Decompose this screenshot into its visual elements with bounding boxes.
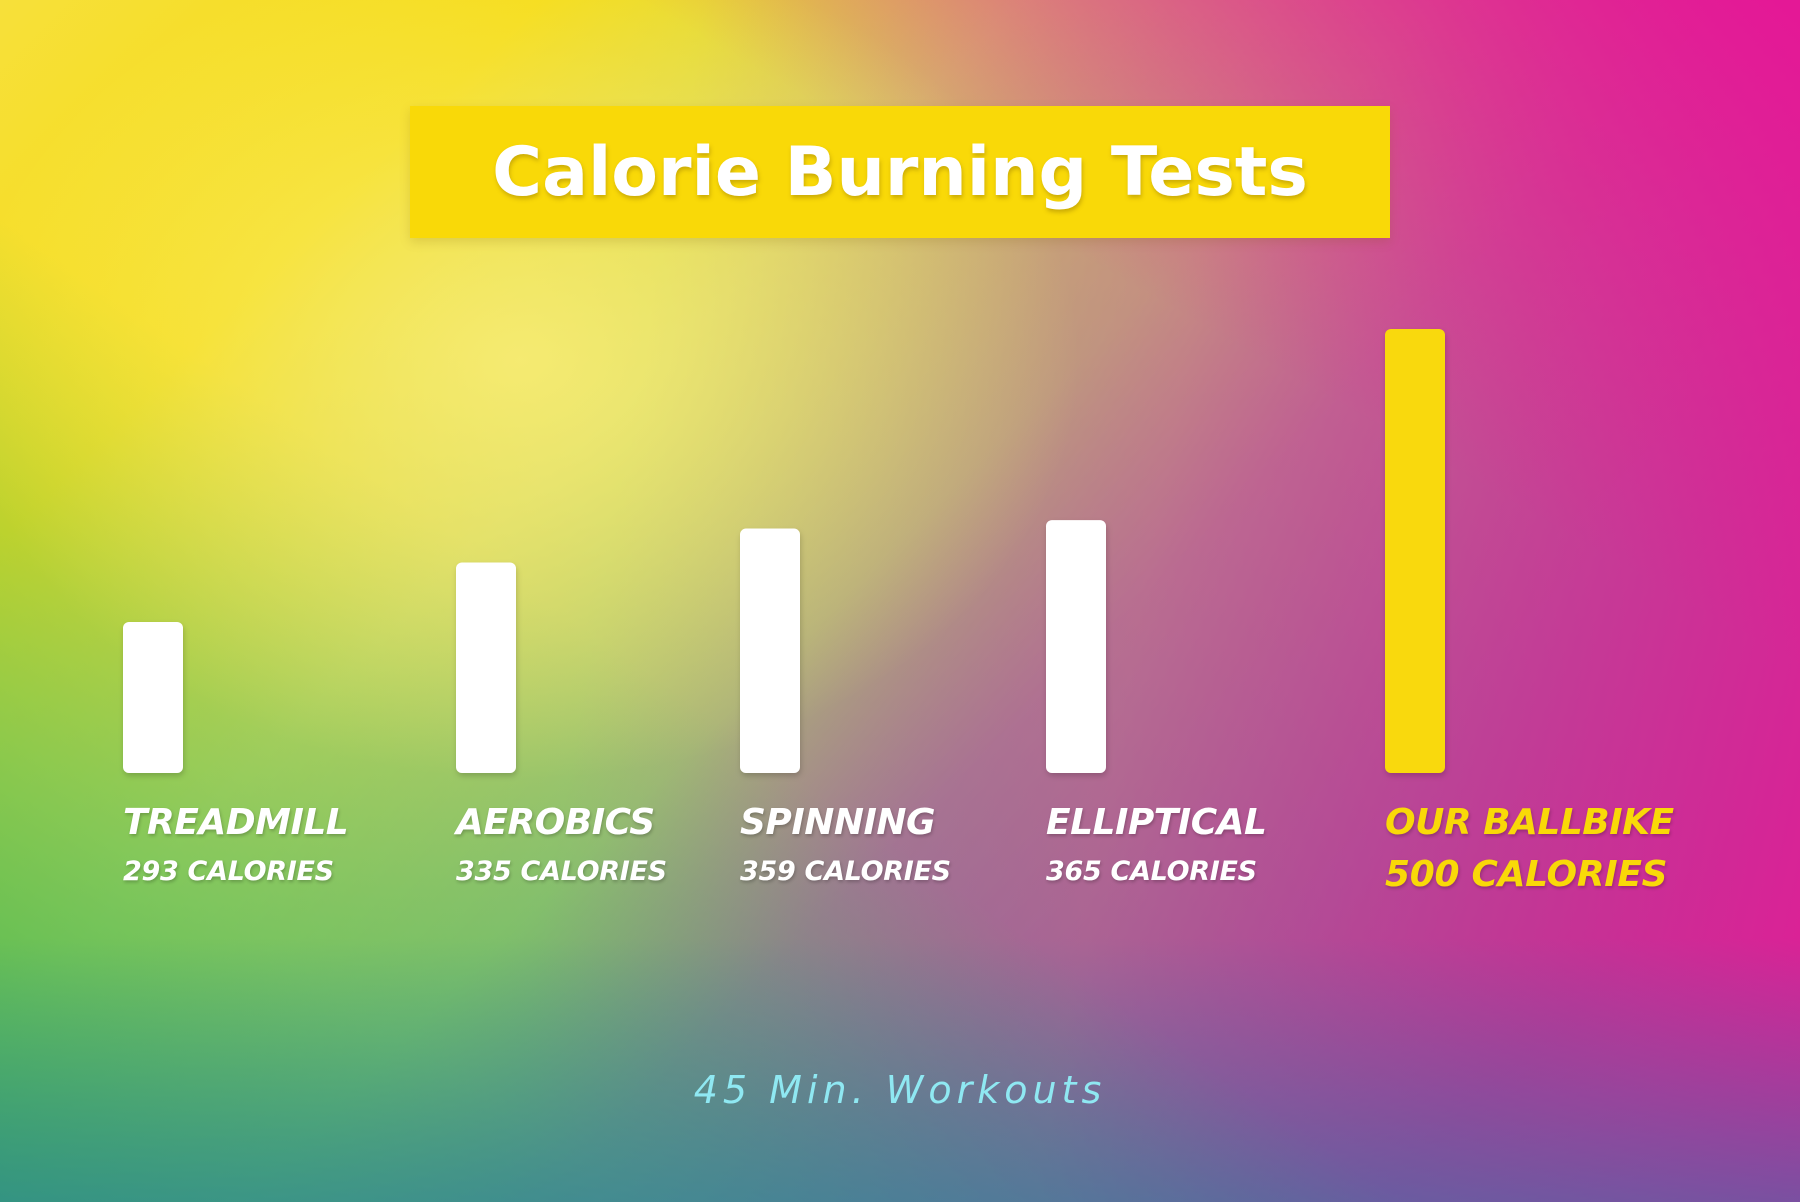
bar-elliptical	[1046, 520, 1106, 773]
footnote: 45 Min. Workouts	[693, 1068, 1107, 1112]
category-label: OUR BALLBIKE	[1385, 802, 1674, 843]
bar-our-ballbike	[1385, 329, 1445, 773]
bar-treadmill	[123, 621, 183, 773]
value-label: 293 CALORIES	[123, 856, 334, 887]
value-label: 365 CALORIES	[1046, 856, 1257, 887]
category-label: ELLIPTICAL	[1046, 802, 1267, 843]
category-label: AEROBICS	[456, 802, 655, 843]
chart-title: Calorie Burning Tests	[492, 132, 1308, 212]
bar-spinning	[740, 528, 800, 773]
category-label: TREADMILL	[123, 802, 349, 843]
category-label: SPINNING	[740, 802, 936, 843]
bar-aerobics	[456, 562, 516, 773]
bars-group	[123, 329, 1445, 773]
value-label: 500 CALORIES	[1385, 854, 1668, 895]
value-label: 359 CALORIES	[740, 856, 951, 887]
value-label: 335 CALORIES	[456, 856, 667, 887]
title-banner: Calorie Burning Tests	[410, 106, 1390, 238]
